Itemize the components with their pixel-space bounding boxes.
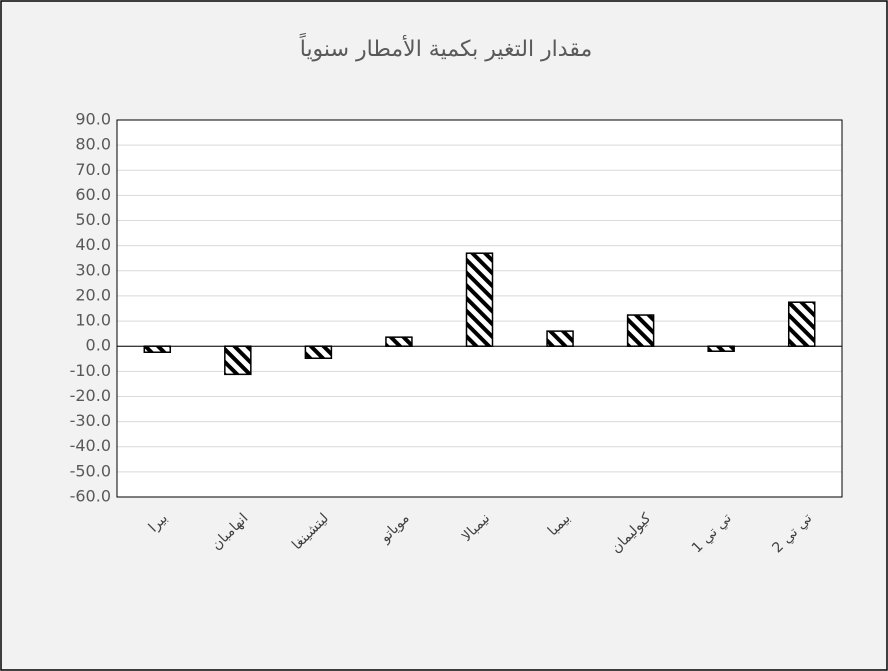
chart-title: مقدار التغير بكمية الأمطار سنوياً: [299, 32, 592, 62]
bar: [465, 252, 494, 347]
y-tick-label: 90.0: [75, 110, 111, 129]
bar: [304, 345, 333, 360]
y-tick-label: 40.0: [75, 235, 111, 254]
bar: [787, 301, 816, 347]
y-tick-label: 30.0: [75, 260, 111, 279]
y-tick-label: 10.0: [75, 311, 111, 330]
plot-border: [116, 119, 843, 498]
y-tick-label: -10.0: [70, 361, 111, 380]
y-tick-label: 80.0: [75, 135, 111, 154]
y-tick-label: -50.0: [70, 461, 111, 480]
y-tick-label: 70.0: [75, 160, 111, 179]
bar: [707, 345, 735, 352]
bar: [385, 336, 413, 347]
y-tick-label: -20.0: [70, 386, 111, 405]
bar: [546, 330, 574, 347]
y-tick-label: -40.0: [70, 436, 111, 455]
y-tick-label: 20.0: [75, 285, 111, 304]
bar: [143, 345, 172, 353]
y-tick-label: -30.0: [70, 411, 111, 430]
y-tick-label: -60.0: [70, 487, 111, 506]
bar: [224, 345, 252, 376]
y-tick-label: 60.0: [75, 185, 111, 204]
bar: [626, 314, 655, 347]
y-tick-label: 50.0: [75, 210, 111, 229]
y-tick-label: 0.0: [86, 336, 111, 355]
